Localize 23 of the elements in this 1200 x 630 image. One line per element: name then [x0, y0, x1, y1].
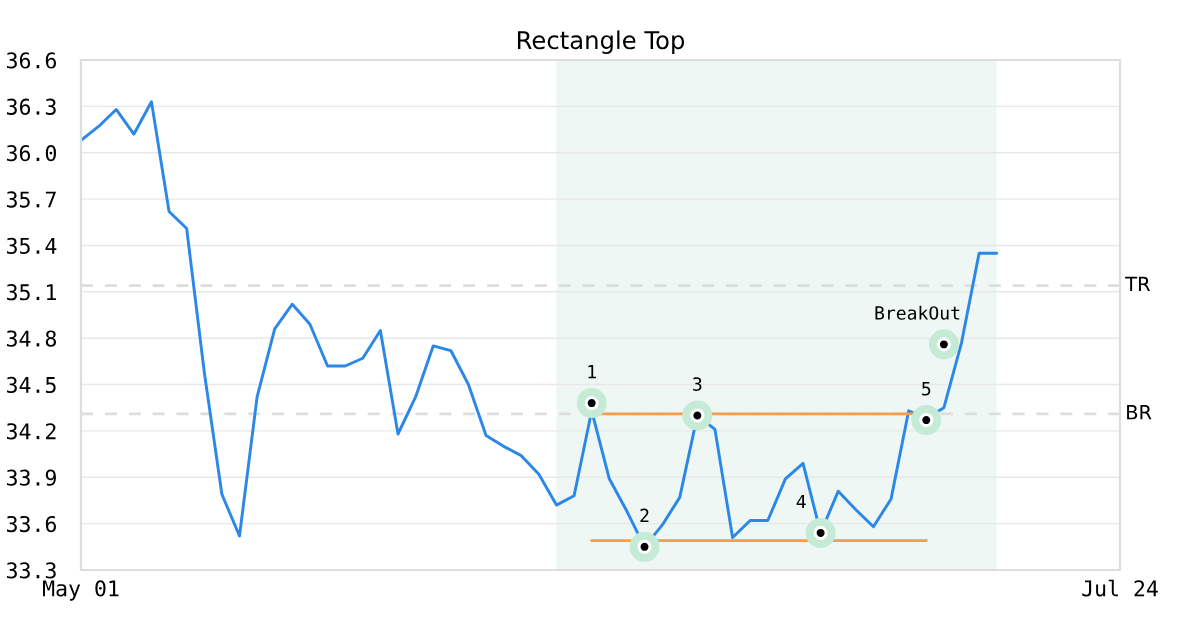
y-tick-label: 36.6 — [6, 52, 56, 69]
y-tick-label: 34.8 — [6, 330, 57, 347]
series-label: 4 — [796, 494, 806, 509]
y-tick-label: 36.0 — [6, 144, 56, 162]
ref-line-label: TR — [1125, 276, 1151, 291]
y-tick-label: 36.3 — [6, 98, 56, 115]
y-tick-label: 35.1 — [6, 284, 56, 301]
y-tick-label: 35.7 — [6, 191, 56, 208]
series-label: 2 — [640, 508, 649, 522]
series-label: 5 — [922, 382, 931, 396]
series-label: BreakOut — [875, 305, 960, 320]
ref-line-label: BR — [1127, 405, 1152, 420]
y-tick-label: 34.5 — [6, 376, 56, 394]
y-tick-label: 33.3 — [6, 562, 56, 579]
series-label: 3 — [693, 377, 702, 391]
x-tick-label: May 01 — [43, 580, 119, 601]
x-tick-label: Jul 24 — [1082, 579, 1158, 597]
y-tick-label: 34.2 — [6, 423, 56, 440]
y-tick-label: 33.9 — [6, 469, 56, 486]
y-tick-label: 33.6 — [6, 515, 56, 533]
series-label: 1 — [588, 365, 596, 379]
chart-title: Rectangle Top — [517, 30, 685, 54]
y-tick-label: 35.4 — [6, 237, 57, 254]
